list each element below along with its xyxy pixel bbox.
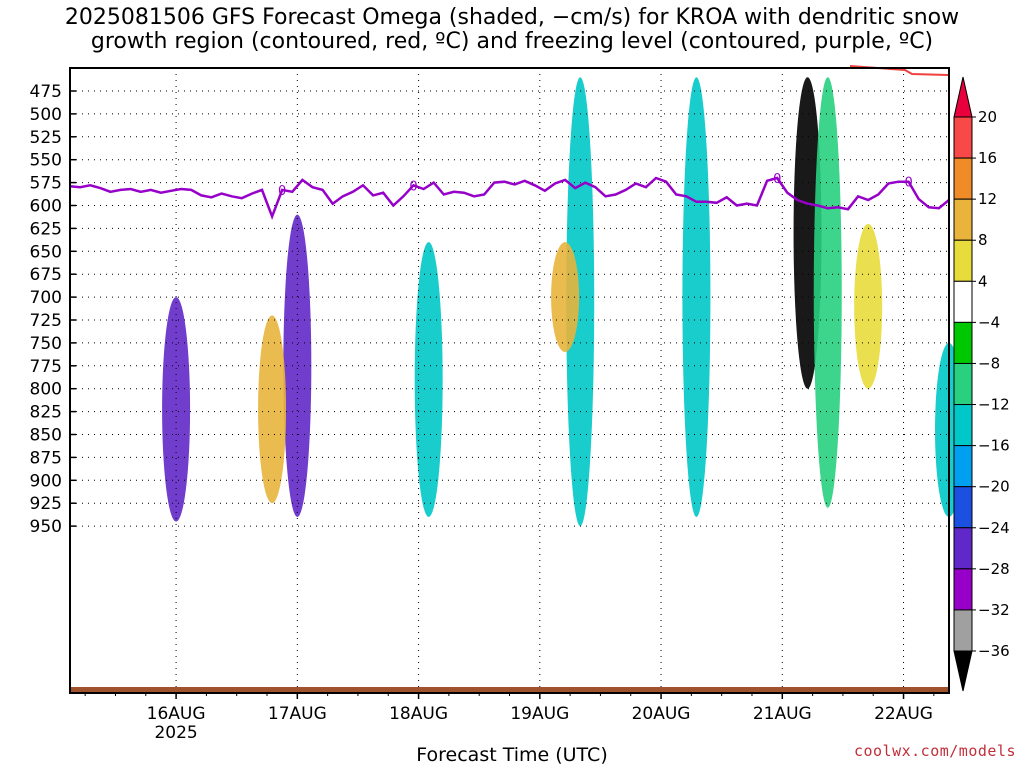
y-tick-label: 925	[30, 494, 62, 514]
y-tick-label: 600	[30, 197, 62, 217]
omega-cell	[258, 315, 287, 504]
x-tick-label: 22AUG	[874, 704, 933, 724]
freezing-level-label: 0	[904, 176, 912, 191]
chart-title: 2025081506 GFS Forecast Omega (shaded, −…	[64, 5, 960, 54]
colorbar-label: −16	[978, 437, 1010, 455]
y-tick-label: 750	[30, 334, 62, 354]
colorbar-label: 4	[978, 272, 988, 290]
colorbar-label: −36	[978, 642, 1010, 660]
freezing-level-labels: 0 0 0 0	[278, 172, 913, 199]
colorbar-swatch	[953, 568, 973, 611]
y-tick-label: 525	[30, 128, 62, 148]
colorbar-label: −24	[978, 519, 1010, 537]
x-tick-label: 21AUG	[753, 704, 812, 724]
y-tick-label: 675	[30, 265, 62, 285]
colorbar-label: −32	[978, 601, 1010, 619]
x-axis-label: Forecast Time (UTC)	[416, 744, 608, 766]
x-tick-label: 17AUG	[268, 704, 327, 724]
colorbar-swatch	[953, 362, 973, 406]
y-tick-label: 775	[30, 357, 62, 377]
y-tick-label: 725	[30, 311, 62, 331]
colorbar-swatch	[953, 116, 973, 159]
x-axis: 16AUG 17AUG 18AUG 19AUG 20AUG 21AUG 22AUG 2025	[84, 693, 935, 743]
colorbar-cap-top	[953, 76, 973, 118]
y-tick-label: 650	[30, 242, 62, 262]
omega-cell	[414, 242, 443, 517]
colorbar-label: 12	[978, 190, 997, 208]
colorbar: 20 16 12 8 4 −4 −8 −12 −16 −20 −24 −28 −32 −36	[953, 76, 1010, 692]
colorbar-swatch	[953, 486, 973, 529]
y-tick-label: 825	[30, 403, 62, 423]
x-tick-year: 2025	[154, 723, 197, 743]
colorbar-swatch	[953, 239, 973, 282]
colorbar-label: −28	[978, 560, 1010, 578]
freezing-level-label: 0	[278, 184, 286, 199]
y-tick-label: 900	[30, 471, 62, 491]
y-tick-label: 700	[30, 288, 62, 308]
x-tick-label: 16AUG	[147, 704, 206, 724]
x-tick-label: 20AUG	[632, 704, 691, 724]
colorbar-swatch	[953, 157, 973, 200]
colorbar-label: 8	[978, 231, 988, 249]
colorbar-label: −8	[978, 354, 1000, 372]
colorbar-label: −20	[978, 478, 1010, 496]
colorbar-swatch	[953, 198, 973, 241]
y-tick-label: 800	[30, 380, 62, 400]
omega-cell	[551, 242, 580, 353]
y-tick-label: 475	[30, 82, 62, 102]
colorbar-swatch	[953, 321, 973, 364]
colorbar-label: −4	[978, 313, 1000, 331]
colorbar-swatch	[953, 609, 973, 652]
freezing-level-contour	[69, 176, 950, 221]
omega-cell	[566, 77, 595, 527]
colorbar-swatch	[953, 280, 973, 323]
x-tick-label: 19AUG	[510, 704, 569, 724]
y-tick-label: 875	[30, 448, 62, 468]
colorbar-label: 20	[978, 108, 997, 126]
omega-cell	[162, 297, 191, 522]
colorbar-swatch	[953, 404, 973, 447]
freezing-level-label: 0	[773, 172, 781, 187]
omega-cell	[854, 223, 883, 389]
y-tick-label: 950	[30, 517, 62, 537]
colorbar-cap-bottom	[953, 650, 973, 692]
colorbar-swatch	[953, 527, 973, 570]
colorbar-swatch	[953, 445, 973, 488]
y-tick-label: 625	[30, 219, 62, 239]
colorbar-label: 16	[978, 149, 997, 167]
grid	[70, 68, 949, 693]
colorbar-label: −12	[978, 396, 1010, 414]
omega-cell	[813, 77, 842, 508]
y-tick-label: 500	[30, 105, 62, 125]
omega-cell	[283, 214, 312, 517]
freezing-level-label: 0	[409, 179, 417, 194]
y-tick-label: 550	[30, 151, 62, 171]
omega-cell	[682, 77, 711, 517]
y-tick-label: 575	[30, 174, 62, 194]
y-tick-label: 850	[30, 426, 62, 446]
omega-shading	[162, 77, 963, 527]
terrain-band	[70, 687, 949, 693]
credit-link[interactable]: coolwx.com/models	[853, 742, 1016, 760]
x-tick-label: 18AUG	[389, 704, 448, 724]
